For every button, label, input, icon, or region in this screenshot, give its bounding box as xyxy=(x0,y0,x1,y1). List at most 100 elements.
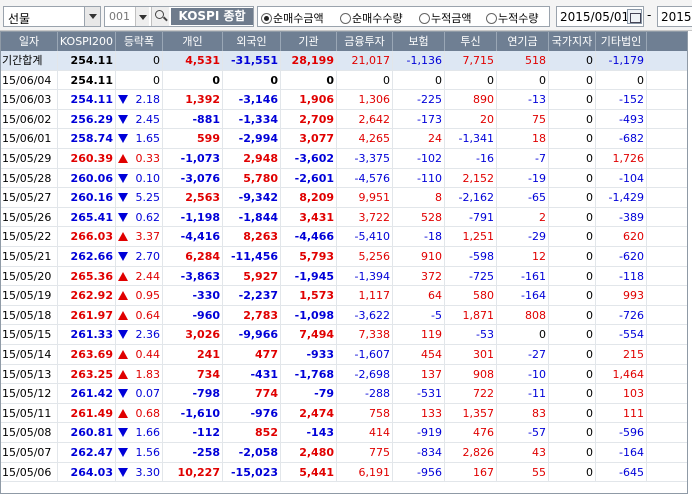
cell-inst: 0 xyxy=(281,70,337,90)
cell-indiv: 734 xyxy=(163,364,223,384)
cell-pension: 55 xyxy=(497,462,549,482)
table-row[interactable]: 15/05/18 261.97 0.64 -960 2,783 -1,098 -3,622-… xyxy=(1,305,687,326)
cell-other: -554 xyxy=(596,325,647,345)
cell-fin: -1,607 xyxy=(337,345,393,364)
table-row[interactable]: 15/05/21 262.66 2.70 6,284 -11,456 5,793 5,256… xyxy=(1,247,687,267)
cell-foreign: -2,058 xyxy=(223,443,281,462)
table-row[interactable]: 15/05/29 260.39 0.33 -1,073 2,948 -3,602 -3,37… xyxy=(1,149,687,169)
cell-foreign: 0 xyxy=(223,70,281,90)
cell-gov: 0 xyxy=(549,403,596,423)
cell-change: 0.07 xyxy=(116,384,163,404)
cell-gov: 0 xyxy=(549,266,596,286)
table-row[interactable]: 15/05/07 262.47 1.56 -258 -2,058 2,480 775 -834… xyxy=(1,443,687,463)
cell-date: 15/05/13 xyxy=(1,364,58,384)
column-header[interactable]: 일자 xyxy=(1,32,58,51)
search-icon[interactable] xyxy=(151,7,169,26)
cell-kospi: 260.81 xyxy=(58,423,116,443)
table-row[interactable]: 15/05/22 266.03 3.37 -4,416 8,263 -4,466 -5,41… xyxy=(1,227,687,247)
calendar-icon[interactable] xyxy=(627,9,642,24)
column-header[interactable]: 보험 xyxy=(393,32,445,51)
radio-net-buy-amount[interactable]: 순매수금액 xyxy=(261,10,324,26)
cell-indiv: -258 xyxy=(163,443,223,462)
cell-indiv: 599 xyxy=(163,129,223,149)
cell-change: 3.37 xyxy=(116,227,163,247)
triangle-down-icon xyxy=(118,467,128,477)
table-row[interactable]: 15/05/14 263.69 0.44 241 477 -933 -1,607 454 301… xyxy=(1,345,687,365)
cell-change: 0.64 xyxy=(116,305,163,325)
table-row[interactable]: 15/06/04 254.11 0 0 0 0 0 0 0 0 0 0 xyxy=(1,70,687,91)
table-row[interactable]: 15/05/19 262.92 0.95 -330 -2,237 1,573 1,117 64… xyxy=(1,286,687,306)
column-header[interactable]: 금융투자 xyxy=(337,32,393,51)
market-select[interactable]: 선물 xyxy=(3,6,101,27)
chevron-down-icon[interactable] xyxy=(84,7,100,26)
change-value: 2.44 xyxy=(135,269,161,283)
table-row[interactable]: 15/05/28 260.06 0.10 -3,076 5,780 -2,601 -4,57… xyxy=(1,168,687,189)
column-header[interactable]: 등락폭 xyxy=(116,32,163,51)
change-value: 3.30 xyxy=(135,465,161,479)
cell-other: 1,464 xyxy=(596,364,647,384)
cell-date: 15/06/02 xyxy=(1,109,58,129)
table-row[interactable]: 15/05/13 263.25 1.83 734 -431 -1,768 -2,698 137… xyxy=(1,364,687,385)
start-date-field[interactable]: 2015/05/01 xyxy=(556,6,644,27)
index-code-input[interactable]: 001 xyxy=(109,10,130,23)
triangle-down-icon xyxy=(118,330,128,340)
column-header[interactable]: 연기금 xyxy=(497,32,549,51)
triangle-down-icon xyxy=(118,95,128,105)
column-header[interactable]: 국가지자 xyxy=(549,32,596,51)
table-row[interactable]: 15/06/02 256.29 2.45 -881 -1,334 2,709 2,642 -1… xyxy=(1,109,687,130)
change-value: 0 xyxy=(153,73,160,87)
summary-row[interactable]: 기간합계 254.11 0 4,531 -31,551 28,199 21,017 -1,13… xyxy=(1,51,687,71)
change-value: 0.95 xyxy=(135,289,161,303)
cell-inst: 8,209 xyxy=(281,188,337,208)
column-header[interactable]: 투신 xyxy=(445,32,497,51)
column-header[interactable]: 개인 xyxy=(163,32,223,51)
cell-kospi: 262.47 xyxy=(58,443,116,462)
code-dropdown-icon[interactable] xyxy=(135,7,149,26)
table-row[interactable]: 15/06/03 254.11 2.18 1,392 -3,146 1,906 1,306-… xyxy=(1,90,687,110)
cell-other: -1,179 xyxy=(596,51,647,70)
cell-pension: -10 xyxy=(497,364,549,384)
table-row[interactable]: 15/05/20 265.36 2.44 -3,863 5,927 -1,945 -1,39… xyxy=(1,266,687,287)
cell-fin: 0 xyxy=(337,70,393,90)
triangle-down-icon xyxy=(118,114,128,124)
cell-gov: 0 xyxy=(549,188,596,208)
table-row[interactable]: 15/05/06 264.03 3.30 10,227 -15,023 5,441 6,19… xyxy=(1,462,687,483)
end-date-field[interactable]: 2015 xyxy=(657,6,692,27)
table-row[interactable]: 15/05/11 261.49 0.68 -1,610 -976 2,474 758 133 1… xyxy=(1,403,687,424)
cell-trust: -598 xyxy=(445,247,497,266)
cell-ins: -531 xyxy=(393,384,445,404)
cell-ins: -225 xyxy=(393,90,445,110)
cell-indiv: -3,076 xyxy=(163,168,223,188)
cell-inst: 2,709 xyxy=(281,109,337,129)
cell-inst: -3,602 xyxy=(281,149,337,168)
table-row[interactable]: 15/05/27 260.16 5.25 2,563 -9,342 8,209 9,951 8… xyxy=(1,188,687,208)
table-row[interactable]: 15/05/08 260.81 1.66 -112 852 -143 414 -919 476-… xyxy=(1,423,687,443)
cell-date: 15/05/06 xyxy=(1,462,58,482)
cell-ins: 137 xyxy=(393,364,445,384)
cell-kospi: 261.42 xyxy=(58,384,116,404)
column-header[interactable]: 기타법인 xyxy=(596,32,647,51)
cell-date: 15/05/28 xyxy=(1,168,58,188)
cell-other: -104 xyxy=(596,168,647,188)
triangle-down-icon xyxy=(118,389,128,399)
radio-net-buy-quantity[interactable]: 순매수수량 xyxy=(340,10,403,26)
column-header[interactable]: 외국인 xyxy=(223,32,281,51)
cell-other: -620 xyxy=(596,247,647,266)
radio-cumulative-amount[interactable]: 누적금액 xyxy=(419,10,471,26)
cell-foreign: -1,334 xyxy=(223,109,281,129)
column-header[interactable]: KOSPI200 xyxy=(58,32,116,51)
table-row[interactable]: 15/05/15 261.33 2.36 3,026 -9,966 7,494 7,338 1… xyxy=(1,325,687,345)
cell-date: 15/05/29 xyxy=(1,149,58,168)
cell-ins: -102 xyxy=(393,149,445,168)
cell-pension: -13 xyxy=(497,90,549,110)
cell-ins: 119 xyxy=(393,325,445,345)
cell-trust: 890 xyxy=(445,90,497,110)
table-row[interactable]: 15/06/01 258.74 1.65 599 -2,994 3,077 4,265 24-… xyxy=(1,129,687,149)
column-header[interactable]: 기관 xyxy=(281,32,337,51)
table-row[interactable]: 15/05/26 265.41 0.62 -1,198 -1,844 3,431 3,722… xyxy=(1,207,687,228)
cell-ins: 24 xyxy=(393,129,445,149)
triangle-down-icon xyxy=(118,252,128,261)
radio-cumulative-quantity[interactable]: 누적수량 xyxy=(486,10,538,26)
cell-change: 0.44 xyxy=(116,345,163,364)
table-row[interactable]: 15/05/12 261.42 0.07 -798 774 -79 -288 -531 722-… xyxy=(1,384,687,404)
